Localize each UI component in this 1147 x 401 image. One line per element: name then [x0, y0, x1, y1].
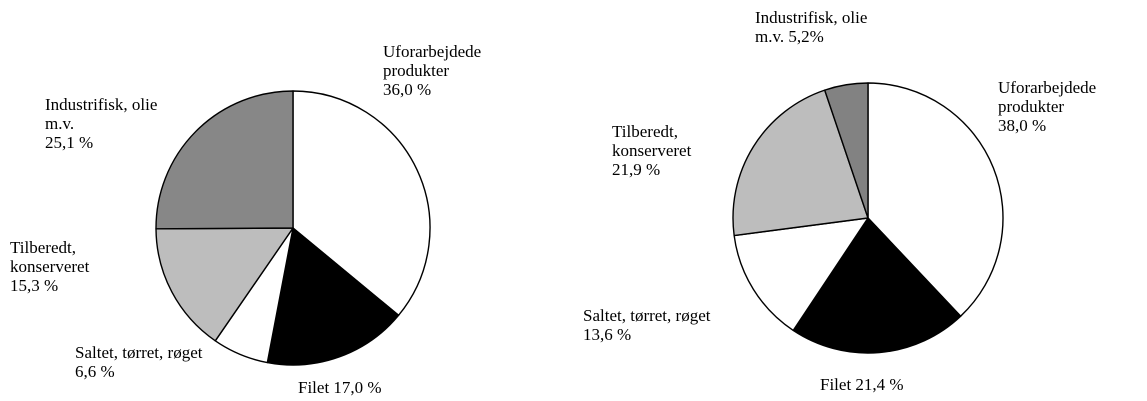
category-label: Tilberedt, konserveret — [10, 238, 90, 276]
category-label: Uforarbejdede produkter — [383, 42, 482, 80]
value-label: 36,0 % — [383, 80, 432, 99]
value-label: 6,6 % — [75, 362, 115, 381]
value-label: 13,6 % — [583, 325, 632, 344]
slice-label: Filet 17,0 % — [298, 378, 458, 397]
pie-slice — [292, 90, 431, 317]
pie-slice — [867, 82, 1004, 317]
category-label: Industrifisk, olie m.v. — [755, 8, 868, 46]
slice-label: Uforarbejdede produkter 38,0 % — [998, 78, 1118, 135]
category-label: Saltet, tørret, røget — [583, 306, 711, 325]
pie-slice — [824, 82, 869, 219]
value-label: 21,9 % — [612, 160, 661, 179]
slice-label: Uforarbejdede produkter 36,0 % — [383, 42, 503, 99]
category-label: Filet — [298, 378, 330, 397]
slice-label: Saltet, tørret, røget 13,6 % — [583, 306, 715, 344]
category-label: Tilberedt, konserveret — [612, 122, 692, 160]
pie-slice — [732, 89, 869, 237]
category-label: Saltet, tørret, røget — [75, 343, 203, 362]
category-label: Filet — [820, 375, 852, 394]
pie-slice — [155, 90, 294, 230]
category-label: Uforarbejdede produkter — [998, 78, 1097, 116]
pie-slice — [155, 227, 294, 342]
slice-label: Tilberedt, konserveret 15,3 % — [10, 238, 128, 295]
value-label: 17,0 % — [333, 378, 382, 397]
slice-label: Tilberedt, konserveret 21,9 % — [612, 122, 730, 179]
pie-slice — [792, 217, 962, 354]
value-label: 25,1 % — [45, 133, 94, 152]
value-label: 21,4 % — [855, 375, 904, 394]
slice-label: Saltet, tørret, røget 6,6 % — [75, 343, 207, 381]
value-label: 38,0 % — [998, 116, 1047, 135]
value-label: 5,2% — [788, 27, 824, 46]
pie-slice — [266, 227, 400, 366]
slice-label: Industrifisk, olie m.v. 5,2% — [755, 8, 877, 46]
pie-slice — [733, 217, 869, 332]
slice-label: Industrifisk, olie m.v. 25,1 % — [45, 95, 163, 152]
slice-label: Filet 21,4 % — [820, 375, 980, 394]
value-label: 15,3 % — [10, 276, 59, 295]
category-label: Industrifisk, olie m.v. — [45, 95, 158, 133]
